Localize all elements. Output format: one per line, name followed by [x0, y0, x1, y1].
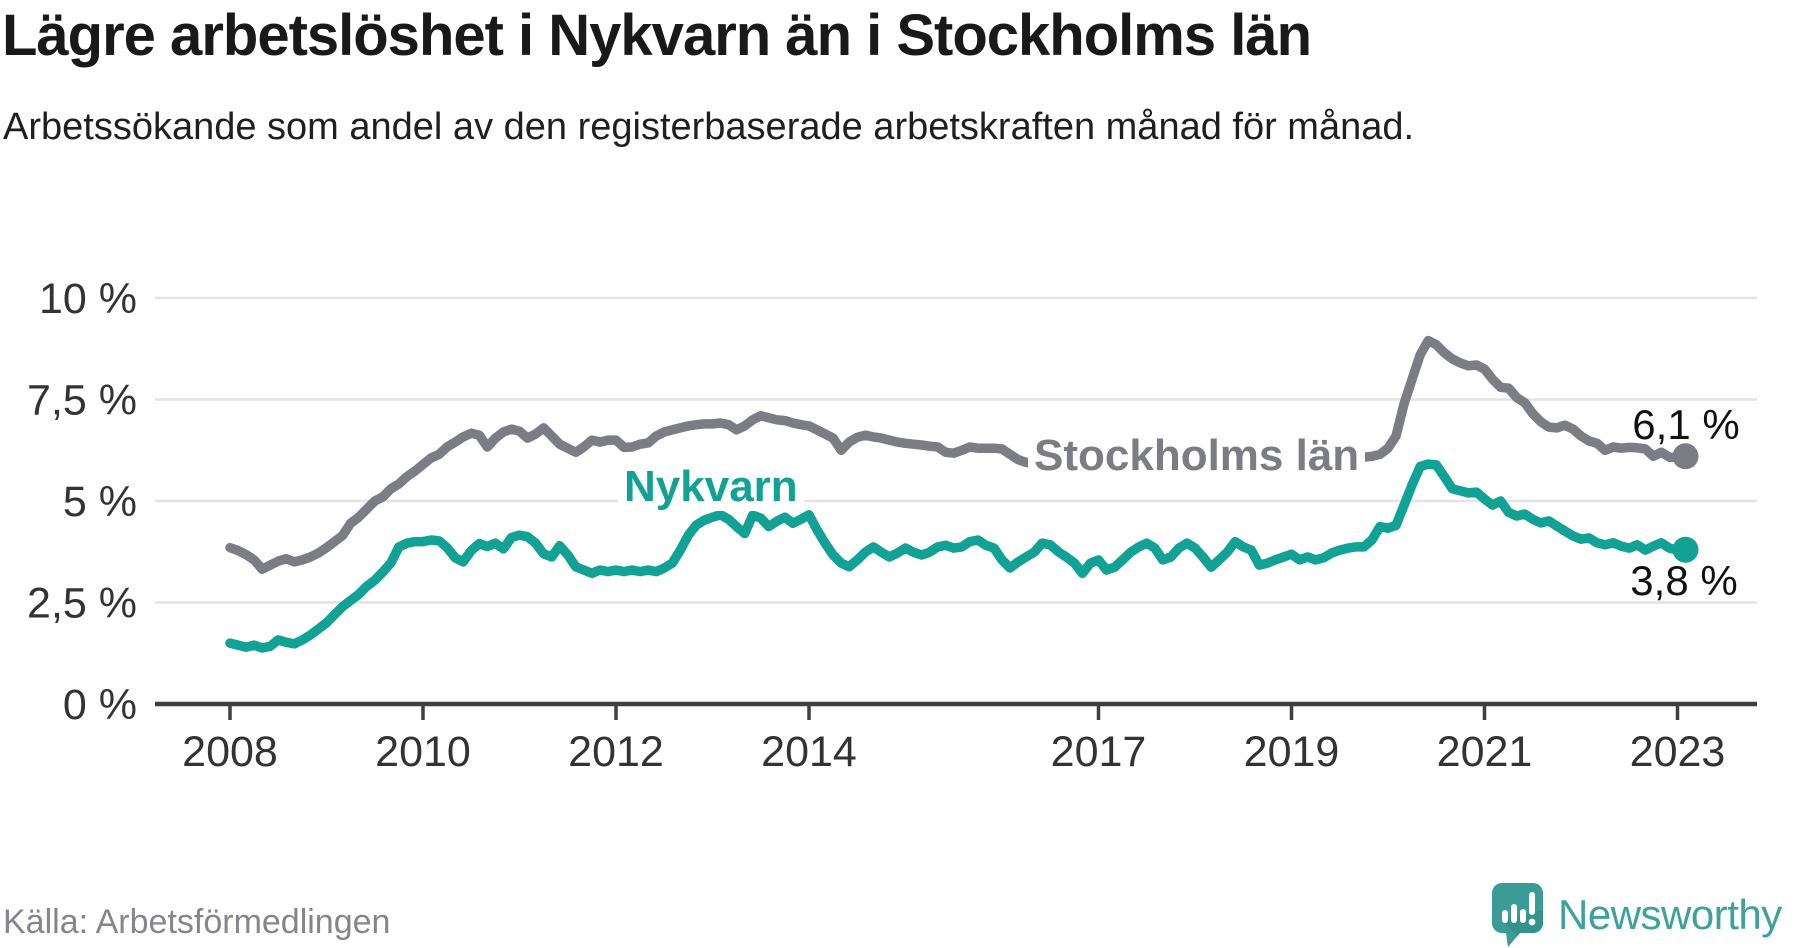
page-subtitle: Arbetssökande som andel av den registerb… — [3, 106, 1415, 148]
x-axis-tick-label: 2014 — [761, 728, 857, 776]
line-chart: 0 % 2,5 % 5 % 7,5 % 10 % 2008 2010 2012 2014 2017… — [0, 240, 1800, 800]
end-value-label-nykvarn: 3,8 % — [1630, 557, 1738, 604]
y-axis-tick-label: 5 % — [63, 478, 137, 526]
end-value-label-stockholms-lan: 6,1 % — [1632, 401, 1740, 448]
x-axis-tick-label: 2012 — [568, 728, 664, 776]
x-axis-tick-label: 2010 — [375, 728, 471, 776]
y-axis-tick-label: 2,5 % — [27, 580, 137, 628]
series-end-dot-stockholms-lan — [1672, 443, 1699, 470]
page-title: Lägre arbetslöshet i Nykvarn än i Stockh… — [2, 3, 1312, 68]
y-axis-tick-label: 7,5 % — [27, 377, 137, 425]
source-text: Källa: Arbetsförmedlingen — [3, 903, 391, 941]
y-axis-tick-label: 0 % — [63, 681, 137, 729]
y-axis-tick-label: 10 % — [39, 275, 137, 323]
series-label-stockholms-lan: Stockholms län — [1028, 431, 1366, 481]
x-axis-tick-label: 2008 — [182, 728, 278, 776]
series-label-nykvarn: Nykvarn — [618, 462, 804, 512]
x-axis-tick-label: 2019 — [1244, 728, 1340, 776]
x-axis-tick-label: 2017 — [1051, 728, 1147, 776]
brand-logo: Newsworthy — [1490, 882, 1782, 948]
x-axis-tick-label: 2021 — [1437, 728, 1533, 776]
chart-canvas: 0 % 2,5 % 5 % 7,5 % 10 % 2008 2010 2012 2014 2017… — [27, 275, 1757, 776]
series-end-dot-nykvarn — [1672, 536, 1699, 563]
series-line-nykvarn — [225, 459, 1691, 653]
brand-name: Newsworthy — [1558, 891, 1782, 938]
newsworthy-icon — [1492, 883, 1543, 947]
x-axis-tick-label: 2023 — [1630, 728, 1726, 776]
series-line-stockholms-lan — [225, 335, 1691, 574]
